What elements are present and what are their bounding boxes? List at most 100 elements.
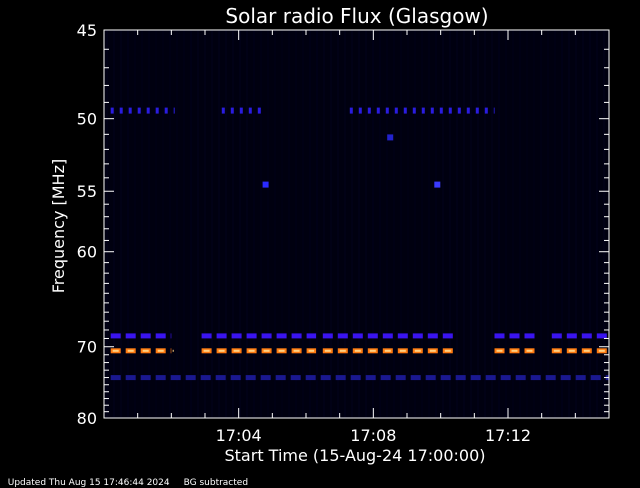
burst-spots [262, 134, 441, 188]
band-segment-3 [530, 375, 541, 381]
band-segment-0 [349, 107, 353, 114]
band-segment-1 [566, 333, 577, 339]
band-segment-0 [221, 107, 225, 114]
band-segment-1 [382, 333, 393, 339]
x-axis-label: Start Time (15-Aug-24 17:00:00) [225, 446, 486, 465]
band-segment-3 [155, 375, 166, 381]
band-segment-3 [395, 375, 406, 381]
band-segment-1 [337, 333, 348, 339]
x-axis-ticks: 17:04 17:08 17:12 [103, 30, 610, 445]
band-segment-3 [200, 375, 211, 381]
band-segment-0 [155, 107, 159, 114]
band-highlight [172, 349, 174, 352]
band-segment-1 [306, 333, 317, 339]
band-highlight [293, 349, 300, 352]
band-segment-3 [365, 375, 376, 381]
band-segment-1 [155, 333, 166, 339]
band-segment-3 [290, 375, 301, 381]
band-segment-1 [596, 333, 607, 339]
band-highlight [399, 349, 406, 352]
band-segment-3 [320, 375, 331, 381]
chart-title: Solar radio Flux (Glasgow) [225, 4, 488, 28]
band-segment-0 [119, 107, 123, 114]
band-segment-0 [493, 107, 495, 114]
band-segment-1 [352, 333, 363, 339]
band-segment-1 [261, 333, 272, 339]
band-segment-1 [367, 333, 378, 339]
band-segment-3 [485, 375, 496, 381]
footer: Updated Thu Aug 15 17:46:44 2024 BG subtr… [2, 468, 262, 488]
band-segment-0 [394, 107, 398, 114]
band-highlight [157, 349, 164, 352]
band-segment-3 [410, 375, 421, 381]
band-highlight [414, 349, 421, 352]
plot-frame [103, 29, 610, 419]
band-segment-1 [524, 333, 535, 339]
band-highlight [248, 349, 255, 352]
band-segment-0 [137, 107, 141, 114]
band-segment-0 [457, 107, 461, 114]
x-tick-label: 17:08 [350, 426, 396, 445]
band-highlight [511, 349, 518, 352]
plot-background [104, 30, 609, 418]
band-segment-0 [385, 107, 389, 114]
band-highlight [369, 349, 376, 352]
band-segment-0 [110, 107, 114, 114]
y-tick-label: 45 [77, 21, 97, 40]
band-segment-1 [412, 333, 423, 339]
band-segment-1 [291, 333, 302, 339]
band-segment-3 [440, 375, 451, 381]
band-highlight [598, 349, 605, 352]
band-highlight [127, 349, 134, 352]
x-tick-label: 17:12 [485, 426, 531, 445]
band-segment-0 [439, 107, 443, 114]
band-segment-3 [305, 375, 316, 381]
band-highlight [218, 349, 225, 352]
band-segment-3 [380, 375, 391, 381]
band-segment-3 [140, 375, 151, 381]
band-highlight [568, 349, 575, 352]
band-segment-0 [466, 107, 470, 114]
band-segment-1 [397, 333, 408, 339]
band-highlight [429, 349, 436, 352]
band-highlight [308, 349, 315, 352]
band-highlight [142, 349, 149, 352]
band-highlight [203, 349, 210, 352]
band-segment-1 [170, 333, 172, 339]
band-segment-1 [216, 333, 227, 339]
emission-bands [110, 107, 609, 381]
band-segment-3 [125, 375, 136, 381]
band-highlight [324, 349, 331, 352]
band-segment-3 [245, 375, 256, 381]
band-segment-1 [427, 333, 438, 339]
band-segment-3 [560, 375, 571, 381]
band-highlight [233, 349, 240, 352]
band-segment-3 [350, 375, 361, 381]
burst-spot [387, 134, 394, 141]
y-tick-label: 60 [77, 243, 97, 262]
band-highlight [553, 349, 560, 352]
band-segment-3 [425, 375, 436, 381]
band-segment-3 [590, 375, 601, 381]
band-segment-1 [201, 333, 212, 339]
band-segment-3 [575, 375, 586, 381]
y-axis-label: Frequency [MHz] [49, 159, 68, 293]
band-segment-1 [276, 333, 287, 339]
band-highlight [444, 349, 451, 352]
band-segment-3 [230, 375, 241, 381]
band-segment-0 [475, 107, 479, 114]
band-segment-3 [335, 375, 346, 381]
band-segment-1 [246, 333, 257, 339]
y-axis-ticks: 45 50 55 60 70 80 [77, 21, 609, 428]
band-segment-2 [170, 348, 172, 354]
band-segment-0 [358, 107, 362, 114]
band-highlight [354, 349, 361, 352]
band-segment-3 [260, 375, 271, 381]
band-segment-1 [140, 333, 151, 339]
band-highlight [526, 349, 533, 352]
y-tick-label: 50 [77, 110, 97, 129]
band-segment-0 [484, 107, 488, 114]
band-segment-1 [110, 333, 121, 339]
band-segment-0 [376, 107, 380, 114]
